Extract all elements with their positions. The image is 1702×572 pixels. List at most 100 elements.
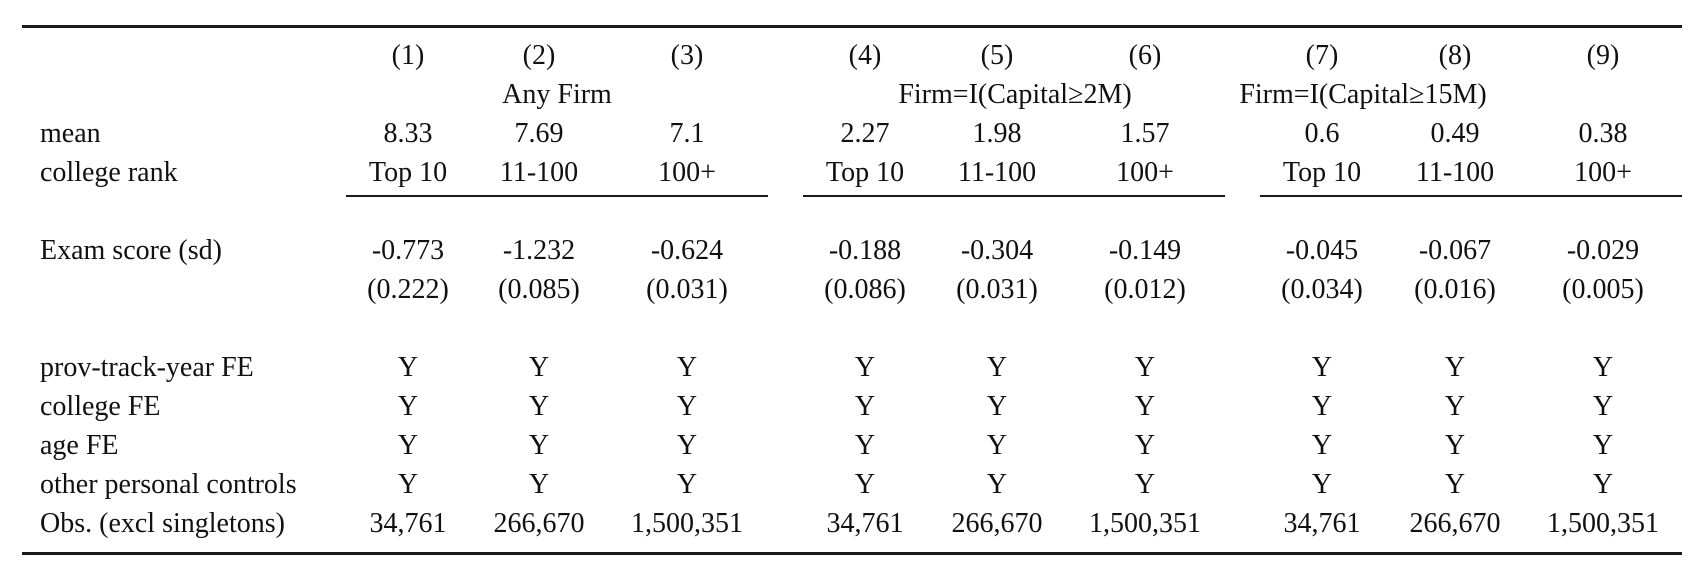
- mean-value: 1.98: [972, 118, 1022, 149]
- control-indicator: Y: [986, 469, 1008, 500]
- control-indicator: Y: [854, 352, 876, 383]
- column-number: (5): [980, 40, 1014, 71]
- coefficient: -1.232: [502, 235, 576, 266]
- control-indicator: Y: [397, 391, 419, 422]
- row-label-college-rank: college rank: [40, 157, 178, 188]
- observations-value: 266,670: [951, 508, 1043, 539]
- observations-value: 1,500,351: [631, 508, 743, 539]
- control-indicator: Y: [1311, 430, 1333, 461]
- control-indicator: Y: [397, 352, 419, 383]
- row-label-mean: mean: [40, 118, 101, 149]
- college-rank-value: 100+: [658, 157, 716, 188]
- control-indicator: Y: [676, 391, 698, 422]
- control-indicator: Y: [1444, 469, 1466, 500]
- college-rank-value: Top 10: [1282, 157, 1362, 188]
- column-number: (1): [391, 40, 425, 71]
- control-indicator: Y: [1592, 430, 1614, 461]
- control-indicator: Y: [397, 469, 419, 500]
- top-rule: [22, 25, 1682, 28]
- control-indicator: Y: [1592, 391, 1614, 422]
- column-number: (3): [670, 40, 704, 71]
- standard-error: (0.034): [1281, 274, 1363, 305]
- bottom-rule: [22, 552, 1682, 555]
- group-header: Firm=I(Capital≥2M): [898, 79, 1132, 110]
- control-indicator: Y: [986, 391, 1008, 422]
- college-rank-value: 11-100: [957, 157, 1037, 188]
- observations-value: 266,670: [493, 508, 585, 539]
- row-label-control: age FE: [40, 430, 119, 461]
- college-rank-value: Top 10: [368, 157, 448, 188]
- coefficient: -0.067: [1418, 235, 1492, 266]
- coefficient: -0.624: [650, 235, 724, 266]
- row-label-exam-score: Exam score (sd): [40, 235, 222, 266]
- group-underline-capital-2m: [803, 195, 1225, 197]
- coefficient: -0.029: [1566, 235, 1640, 266]
- coefficient: -0.045: [1285, 235, 1359, 266]
- college-rank-value: 11-100: [499, 157, 579, 188]
- control-indicator: Y: [854, 391, 876, 422]
- control-indicator: Y: [1134, 391, 1156, 422]
- control-indicator: Y: [1444, 391, 1466, 422]
- row-label-observations: Obs. (excl singletons): [40, 508, 285, 539]
- standard-error: (0.016): [1414, 274, 1496, 305]
- control-indicator: Y: [854, 469, 876, 500]
- control-indicator: Y: [1134, 430, 1156, 461]
- group-underline-capital-15m: [1260, 195, 1682, 197]
- mean-value: 7.1: [669, 118, 705, 149]
- control-indicator: Y: [1311, 391, 1333, 422]
- control-indicator: Y: [986, 352, 1008, 383]
- mean-value: 0.49: [1430, 118, 1480, 149]
- column-number: (8): [1438, 40, 1472, 71]
- mean-value: 0.38: [1578, 118, 1628, 149]
- row-label-control: other personal controls: [40, 469, 297, 500]
- coefficient: -0.188: [828, 235, 902, 266]
- column-number: (2): [522, 40, 556, 71]
- control-indicator: Y: [854, 430, 876, 461]
- coefficient: -0.773: [371, 235, 445, 266]
- group-underline-any-firm: [346, 195, 768, 197]
- control-indicator: Y: [528, 430, 550, 461]
- column-number: (7): [1305, 40, 1339, 71]
- standard-error: (0.222): [367, 274, 449, 305]
- control-indicator: Y: [1311, 469, 1333, 500]
- observations-value: 34,761: [369, 508, 447, 539]
- control-indicator: Y: [676, 469, 698, 500]
- control-indicator: Y: [1592, 469, 1614, 500]
- mean-value: 7.69: [514, 118, 564, 149]
- mean-value: 0.6: [1304, 118, 1340, 149]
- control-indicator: Y: [528, 391, 550, 422]
- control-indicator: Y: [986, 430, 1008, 461]
- observations-value: 1,500,351: [1547, 508, 1659, 539]
- standard-error: (0.086): [824, 274, 906, 305]
- group-header: Firm=I(Capital≥15M): [1239, 79, 1487, 110]
- standard-error: (0.085): [498, 274, 580, 305]
- row-label-control: college FE: [40, 391, 161, 422]
- control-indicator: Y: [1134, 469, 1156, 500]
- observations-value: 34,761: [1283, 508, 1361, 539]
- column-number: (9): [1586, 40, 1620, 71]
- college-rank-value: Top 10: [825, 157, 905, 188]
- coefficient: -0.304: [960, 235, 1034, 266]
- mean-value: 8.33: [383, 118, 433, 149]
- control-indicator: Y: [397, 430, 419, 461]
- observations-value: 34,761: [826, 508, 904, 539]
- column-number: (4): [848, 40, 882, 71]
- control-indicator: Y: [1444, 352, 1466, 383]
- college-rank-value: 100+: [1574, 157, 1632, 188]
- observations-value: 266,670: [1409, 508, 1501, 539]
- column-number: (6): [1128, 40, 1162, 71]
- control-indicator: Y: [1311, 352, 1333, 383]
- college-rank-value: 100+: [1116, 157, 1174, 188]
- control-indicator: Y: [528, 469, 550, 500]
- standard-error: (0.012): [1104, 274, 1186, 305]
- mean-value: 1.57: [1120, 118, 1170, 149]
- standard-error: (0.005): [1562, 274, 1644, 305]
- control-indicator: Y: [1134, 352, 1156, 383]
- mean-value: 2.27: [840, 118, 890, 149]
- control-indicator: Y: [1592, 352, 1614, 383]
- control-indicator: Y: [1444, 430, 1466, 461]
- observations-value: 1,500,351: [1089, 508, 1201, 539]
- standard-error: (0.031): [646, 274, 728, 305]
- control-indicator: Y: [676, 352, 698, 383]
- standard-error: (0.031): [956, 274, 1038, 305]
